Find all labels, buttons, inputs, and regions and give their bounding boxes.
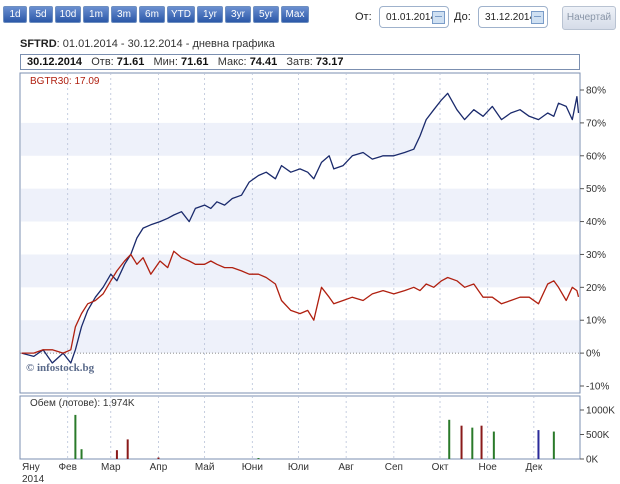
volume-y-tick-label: 0K xyxy=(586,455,599,466)
y-tick-label: 20% xyxy=(586,283,606,294)
watermark: © infostock.bg xyxy=(26,362,95,374)
high-label: Макс: xyxy=(217,56,247,68)
grid-band xyxy=(21,122,579,156)
y-tick-label: 30% xyxy=(586,250,606,261)
grid-band xyxy=(21,320,579,354)
volume-bar xyxy=(448,419,451,459)
month-label: Окт xyxy=(432,462,449,473)
range-button-1m[interactable]: 1m xyxy=(83,6,109,23)
series-line-sftrd xyxy=(21,92,580,364)
month-label: Мар xyxy=(101,462,121,473)
chart-title: SFTRD: 01.01.2014 - 30.12.2014 - дневна … xyxy=(20,38,275,50)
to-label: До: xyxy=(454,11,471,23)
grid-band xyxy=(21,188,579,222)
month-label: Дек xyxy=(525,462,542,473)
volume-bar xyxy=(537,430,540,459)
volume-bar xyxy=(480,425,483,459)
volume-bar xyxy=(492,431,495,459)
low-value: 71.61 xyxy=(181,56,209,68)
y-tick-label: 50% xyxy=(586,184,606,195)
draw-button[interactable]: Начертай xyxy=(562,6,616,30)
calendar-icon[interactable] xyxy=(531,11,544,24)
range-button-3m[interactable]: 3m xyxy=(111,6,137,23)
month-label: Фев xyxy=(58,462,76,473)
range-button-max[interactable]: Max xyxy=(281,6,309,23)
month-label: Юли xyxy=(288,462,309,473)
y-tick-label: 40% xyxy=(586,217,606,228)
range-button-1yr[interactable]: 1yr xyxy=(197,6,223,23)
low-label: Мин: xyxy=(153,56,178,68)
range-button-1d[interactable]: 1d xyxy=(3,6,27,23)
y-tick-label: 60% xyxy=(586,151,606,162)
volume-bar xyxy=(74,414,77,459)
volume-bar xyxy=(115,450,118,459)
range-button-6m[interactable]: 6m xyxy=(139,6,165,23)
y-tick-label: 70% xyxy=(586,118,606,129)
y-tick-label: 80% xyxy=(586,86,606,97)
volume-bar xyxy=(157,457,160,459)
volume-y-tick-label: 500K xyxy=(586,430,610,441)
calendar-icon[interactable] xyxy=(432,11,445,24)
symbol-label: SFTRD xyxy=(20,38,57,50)
to-date-input[interactable]: 31.12.2014 xyxy=(478,6,548,28)
grid-band xyxy=(21,254,579,288)
volume-plot-frame xyxy=(19,395,581,460)
month-label: Ное xyxy=(479,462,498,473)
close-label: Затв: xyxy=(286,56,313,68)
stats-date: 30.12.2014 xyxy=(27,56,83,68)
open-value: 71.61 xyxy=(116,56,145,68)
stats-bar: 30.12.2014 Отв: 71.61 Мин: 71.61 Макс: 7… xyxy=(20,54,580,70)
from-date-value: 01.01.2014 xyxy=(386,12,437,23)
range-button-3yr[interactable]: 3yr xyxy=(225,6,251,23)
month-label: Сеп xyxy=(385,462,403,473)
month-label: Яну xyxy=(22,462,40,473)
chart-subtitle: : 01.01.2014 - 30.12.2014 - дневна графи… xyxy=(56,38,275,50)
series-line-bgtr30 xyxy=(21,250,580,354)
month-label: Юни xyxy=(242,462,263,473)
y-tick-label: -10% xyxy=(586,382,609,393)
volume-y-tick-label: 1000K xyxy=(586,406,615,417)
open-label: Отв: xyxy=(91,56,114,68)
volume-bar xyxy=(460,425,463,459)
year-label: 2014 xyxy=(22,474,45,484)
range-button-10d[interactable]: 10d xyxy=(55,6,81,23)
series-label-bgtr30: BGTR30: 17.09 xyxy=(30,76,100,87)
volume-bar xyxy=(126,439,129,459)
range-button-5d[interactable]: 5d xyxy=(29,6,53,23)
close-value: 73.17 xyxy=(315,56,344,68)
month-label: Апр xyxy=(150,462,168,473)
volume-bar xyxy=(80,449,83,459)
month-label: Май xyxy=(195,462,215,473)
range-button-ytd[interactable]: YTD xyxy=(167,6,195,23)
from-date-input[interactable]: 01.01.2014 xyxy=(379,6,449,28)
volume-bar xyxy=(471,427,474,459)
y-tick-label: 0% xyxy=(586,349,601,360)
y-tick-label: 10% xyxy=(586,316,606,327)
volume-title: Обем (лотове): 1.974K xyxy=(30,397,135,409)
toolbar: 1d 5d 10d 1m 3m 6m YTD 1yr 3yr 5yr Max От: 01.01.2… xyxy=(0,0,620,34)
volume-bar xyxy=(257,458,260,459)
volume-bar xyxy=(552,431,555,459)
to-date-value: 31.12.2014 xyxy=(485,12,536,23)
range-button-5yr[interactable]: 5yr xyxy=(253,6,279,23)
month-label: Авг xyxy=(338,462,354,473)
high-value: 74.41 xyxy=(249,56,278,68)
from-label: От: xyxy=(355,11,372,23)
